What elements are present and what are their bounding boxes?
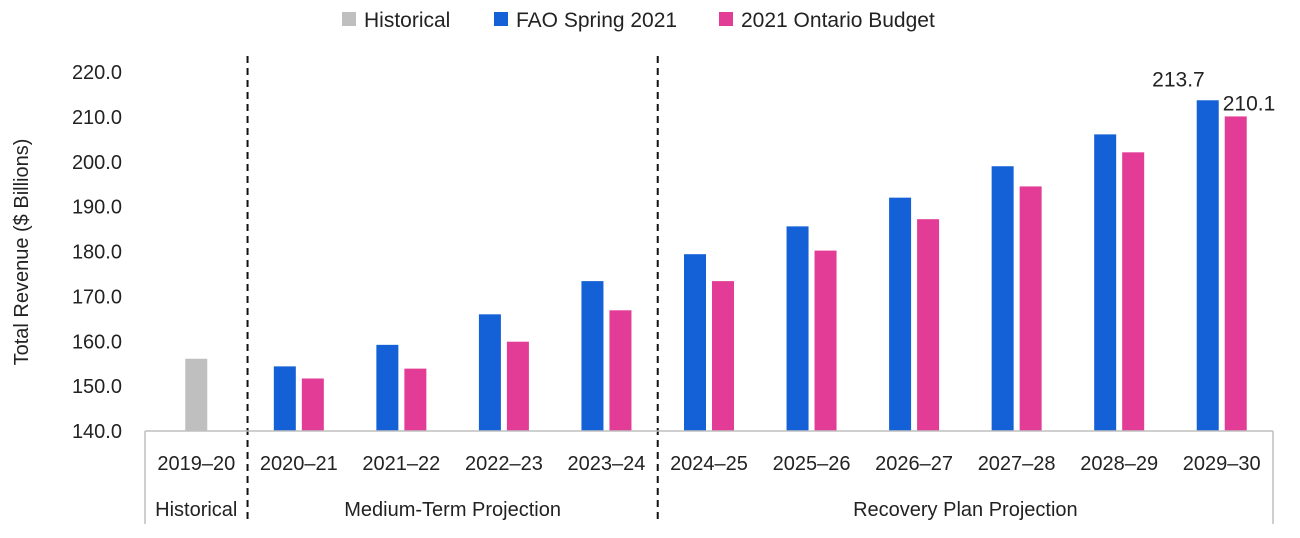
y-axis: Total Revenue ($ Billions) 140.0 150.0 160.… bbox=[11, 62, 122, 443]
y-tick-label: 210.0 bbox=[72, 107, 122, 129]
y-axis-title: Total Revenue ($ Billions) bbox=[11, 139, 33, 366]
bar-fao-spring-2021-11 bbox=[1196, 100, 1219, 432]
bar-fao-spring-2021-7 bbox=[786, 226, 809, 431]
x-category-label: 2020–21 bbox=[260, 453, 338, 475]
bar-fao-spring-2021-9 bbox=[991, 166, 1014, 432]
bar-fao-spring-2021-8 bbox=[889, 197, 912, 431]
legend: Historical FAO Spring 2021 2021 Ontario Bu… bbox=[342, 9, 935, 32]
x-category-label: 2029–30 bbox=[1183, 453, 1261, 475]
x-category-label: 2024–25 bbox=[670, 453, 748, 475]
bar-2021-ontario-budget-10 bbox=[1122, 152, 1145, 432]
x-category-label: 2023–24 bbox=[568, 453, 646, 475]
x-category-label: 2019–20 bbox=[157, 453, 235, 475]
y-tick-label: 220.0 bbox=[72, 62, 122, 84]
legend-label-1: Historical bbox=[364, 9, 450, 32]
bar-fao-spring-2021-3 bbox=[376, 344, 399, 431]
x-group-label: Medium-Term Projection bbox=[344, 499, 561, 521]
bar-2021-ontario-budget-5 bbox=[609, 310, 632, 431]
bar-2021-ontario-budget-9 bbox=[1019, 186, 1042, 431]
legend-swatch-1 bbox=[342, 12, 356, 26]
x-group-label: Recovery Plan Projection bbox=[853, 499, 1078, 521]
bar-2021-ontario-budget-2 bbox=[301, 378, 324, 431]
x-category-label: 2026–27 bbox=[875, 453, 953, 475]
bar-2021-ontario-budget-3 bbox=[404, 368, 427, 431]
x-category-label: 2028–29 bbox=[1080, 453, 1158, 475]
y-tick-label: 160.0 bbox=[72, 331, 122, 353]
data-label-2: 210.1 bbox=[1223, 92, 1276, 115]
plot-area: 213.7 210.1 bbox=[185, 56, 1275, 524]
y-tick-label: 140.0 bbox=[72, 421, 122, 443]
y-tick-label: 180.0 bbox=[72, 242, 122, 264]
y-tick-label: 170.0 bbox=[72, 286, 122, 308]
x-group-label: Historical bbox=[155, 499, 237, 521]
x-category-label: 2025–26 bbox=[773, 453, 851, 475]
bar-fao-spring-2021-6 bbox=[684, 254, 706, 431]
bar-2021-ontario-budget-11 bbox=[1224, 116, 1247, 432]
bar-historical-1 bbox=[185, 358, 208, 431]
bar-2021-ontario-budget-6 bbox=[712, 281, 734, 431]
bar-fao-spring-2021-2 bbox=[273, 366, 296, 431]
y-tick-label: 190.0 bbox=[72, 197, 122, 219]
bar-fao-spring-2021-4 bbox=[478, 314, 501, 431]
bar-2021-ontario-budget-4 bbox=[506, 341, 529, 431]
legend-swatch-2 bbox=[494, 12, 508, 26]
y-tick-label: 200.0 bbox=[72, 152, 122, 174]
legend-swatch-3 bbox=[719, 12, 733, 26]
bar-fao-spring-2021-5 bbox=[581, 281, 604, 431]
y-tick-label: 150.0 bbox=[72, 376, 122, 398]
x-category-label: 2027–28 bbox=[978, 453, 1056, 475]
data-label-1: 213.7 bbox=[1152, 68, 1205, 91]
bar-2021-ontario-budget-7 bbox=[814, 250, 837, 431]
x-axis: 2019–20 2020–21 2021–22 2022–23 2023–24 2024–… bbox=[144, 430, 1274, 524]
legend-label-2: FAO Spring 2021 bbox=[516, 9, 677, 32]
x-category-label: 2022–23 bbox=[465, 453, 543, 475]
x-category-label: 2021–22 bbox=[362, 453, 440, 475]
bar-2021-ontario-budget-8 bbox=[917, 219, 940, 431]
bar-fao-spring-2021-10 bbox=[1094, 134, 1117, 431]
legend-label-3: 2021 Ontario Budget bbox=[741, 9, 935, 32]
